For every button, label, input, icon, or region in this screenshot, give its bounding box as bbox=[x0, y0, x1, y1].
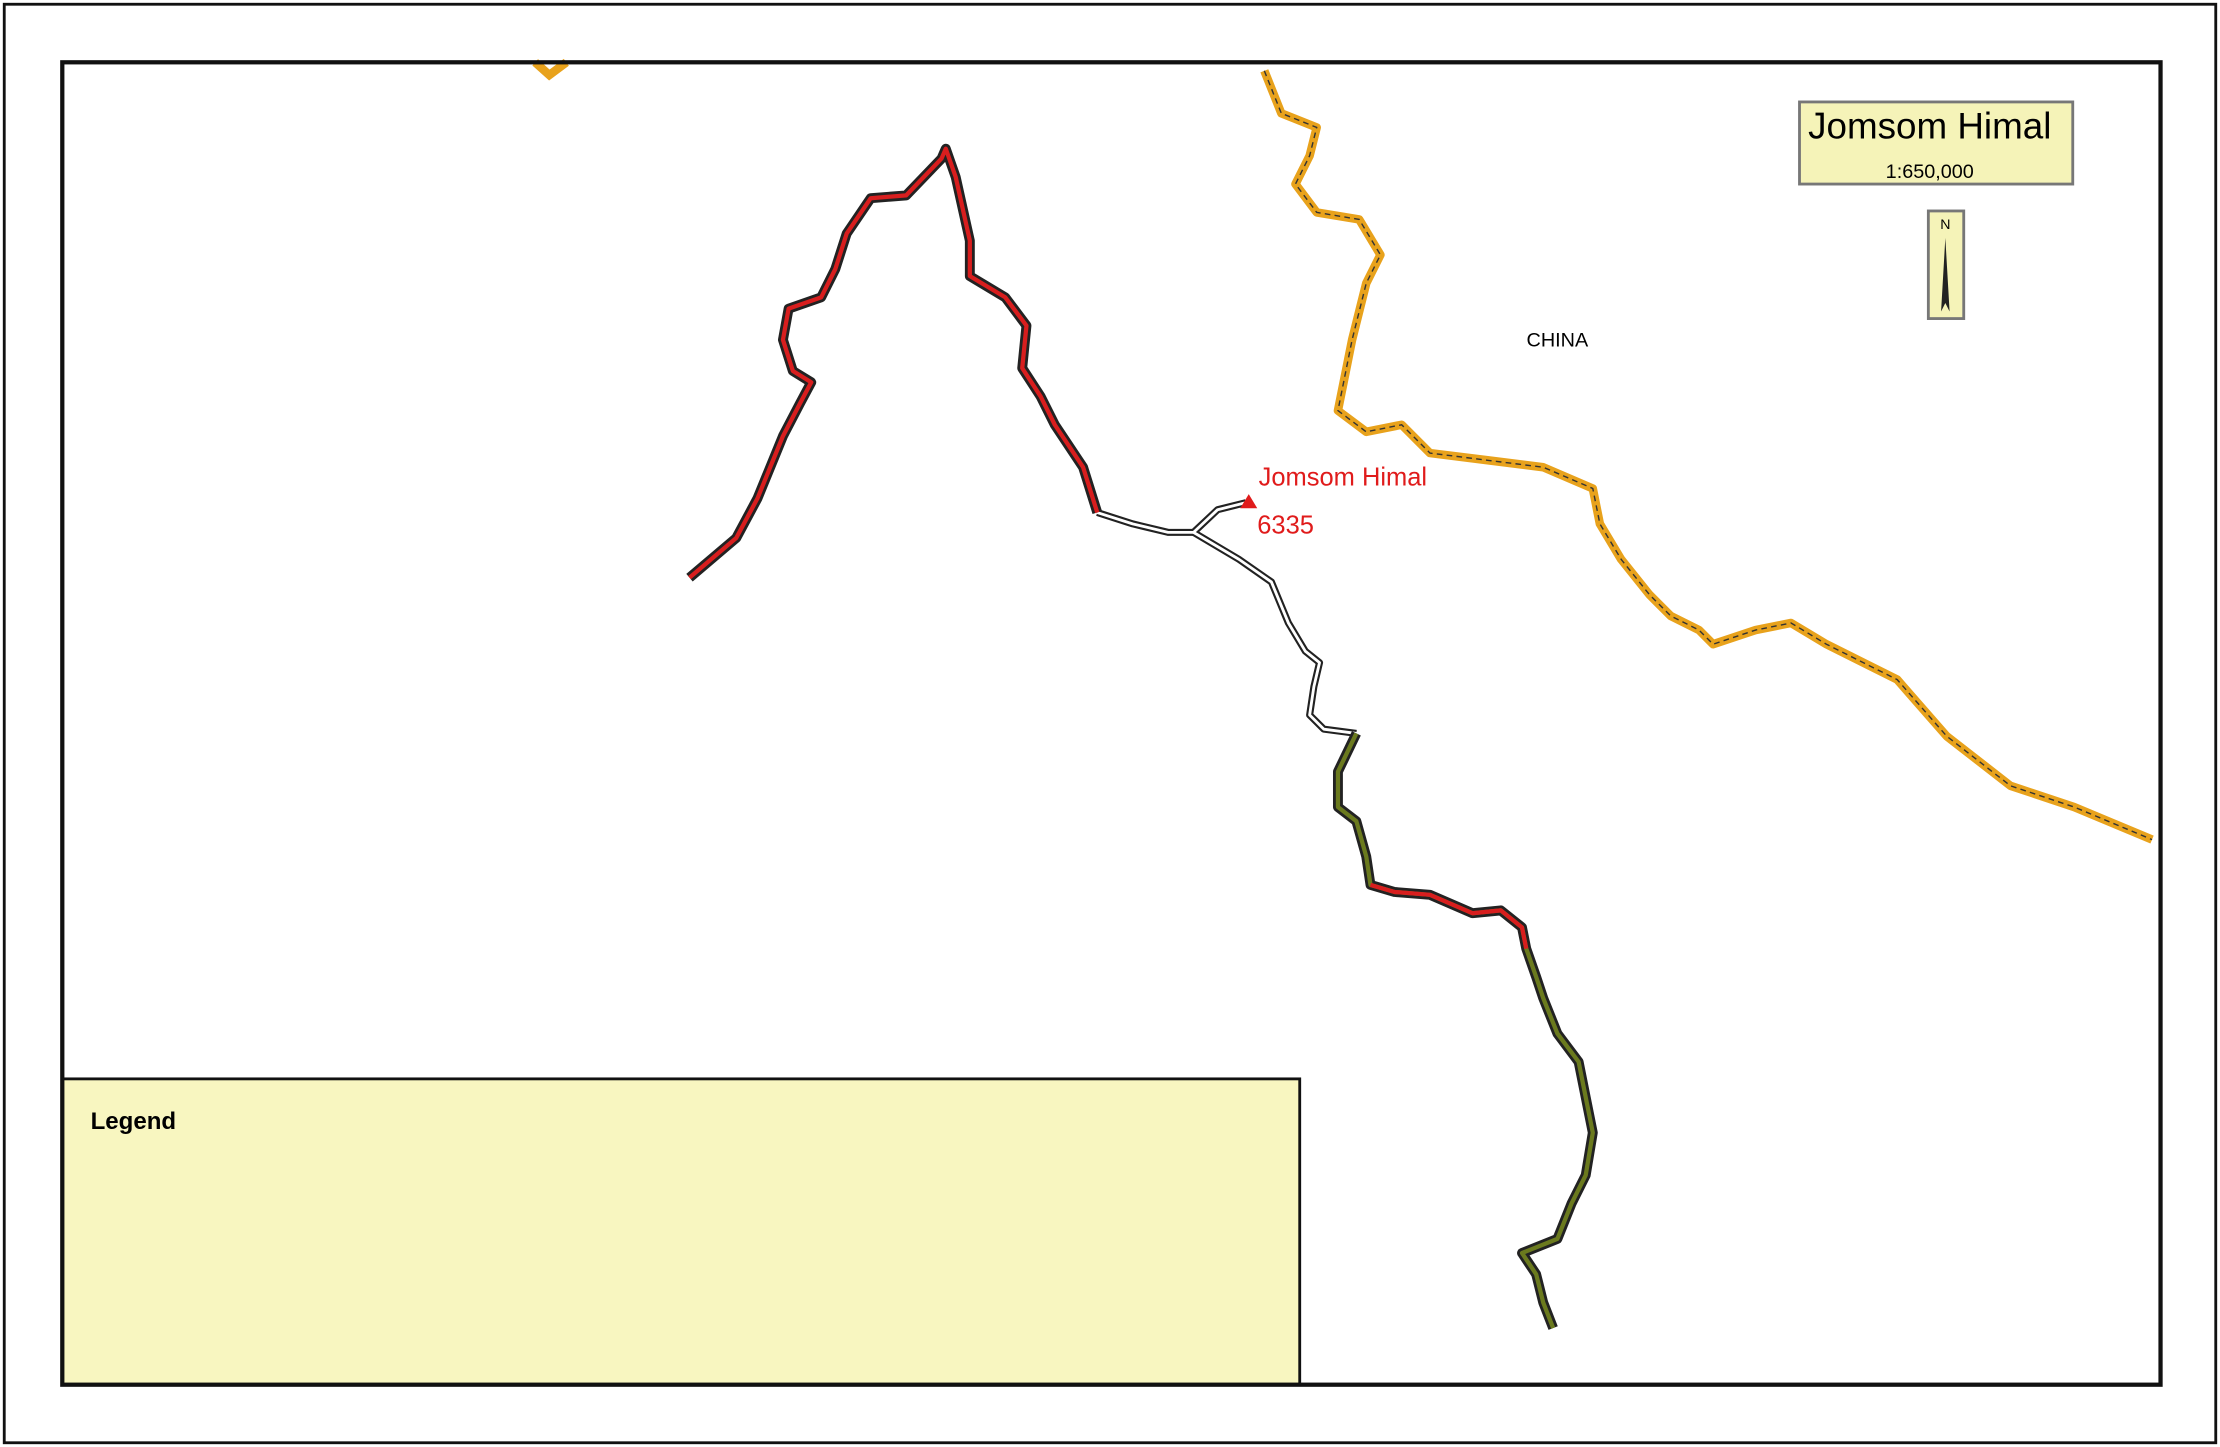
peak-name: Jomsom Himal bbox=[1259, 463, 1427, 491]
caravan-jomsom-core bbox=[688, 146, 1100, 580]
legend-box bbox=[60, 1077, 1302, 1387]
north-needle bbox=[1941, 237, 1950, 312]
boundary-core bbox=[1263, 70, 2153, 841]
north-arrow: N bbox=[1940, 216, 1950, 232]
country-label: CHINA bbox=[1527, 329, 1589, 351]
climbing-route-core bbox=[1096, 501, 1247, 534]
caravan-besi-core bbox=[1335, 732, 1595, 1329]
boundary bbox=[532, 58, 569, 81]
map-title: Jomsom Himal bbox=[1808, 106, 2051, 147]
title-box bbox=[1798, 100, 2075, 186]
peak-elevation: 6335 bbox=[1257, 511, 1314, 539]
legend-title: Legend bbox=[91, 1108, 177, 1135]
map-frame bbox=[60, 60, 2163, 1387]
scale: 1:650,000 bbox=[1886, 161, 1974, 183]
climbing-route-core bbox=[1192, 531, 1357, 735]
peak-symbol bbox=[1240, 494, 1258, 509]
caravan-jomsom-core bbox=[1369, 882, 1529, 950]
